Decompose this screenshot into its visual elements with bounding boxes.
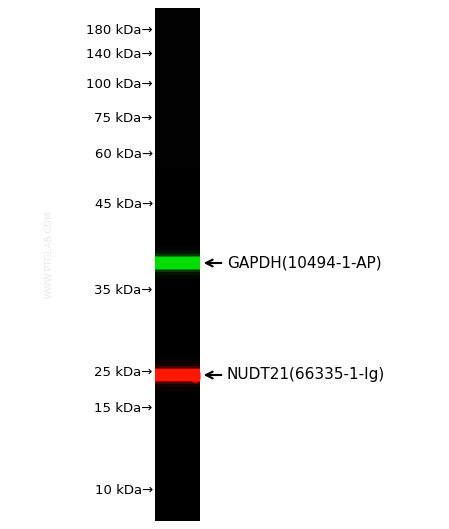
Text: GAPDH(10494-1-AP): GAPDH(10494-1-AP) — [206, 256, 382, 270]
Text: 15 kDa→: 15 kDa→ — [94, 402, 153, 415]
Ellipse shape — [190, 369, 201, 384]
Text: 100 kDa→: 100 kDa→ — [86, 78, 153, 92]
Bar — [155, 368, 200, 382]
Bar — [155, 359, 200, 391]
Text: 45 kDa→: 45 kDa→ — [94, 197, 153, 211]
Text: 35 kDa→: 35 kDa→ — [94, 284, 153, 296]
Text: 25 kDa→: 25 kDa→ — [94, 367, 153, 379]
Bar — [155, 8, 200, 521]
Bar — [155, 369, 200, 381]
Bar — [155, 254, 200, 272]
Text: WWW.PTGLAB.COM: WWW.PTGLAB.COM — [45, 210, 54, 298]
Bar — [155, 256, 200, 270]
Text: 180 kDa→: 180 kDa→ — [86, 23, 153, 37]
Text: 10 kDa→: 10 kDa→ — [94, 484, 153, 497]
Bar — [155, 247, 200, 279]
Bar — [155, 363, 200, 387]
Text: 60 kDa→: 60 kDa→ — [95, 149, 153, 161]
Text: NUDT21(66335-1-Ig): NUDT21(66335-1-Ig) — [206, 368, 385, 382]
Bar — [155, 257, 200, 269]
Text: 75 kDa→: 75 kDa→ — [94, 112, 153, 124]
Text: 140 kDa→: 140 kDa→ — [86, 49, 153, 61]
Bar — [155, 251, 200, 275]
Bar — [155, 366, 200, 384]
